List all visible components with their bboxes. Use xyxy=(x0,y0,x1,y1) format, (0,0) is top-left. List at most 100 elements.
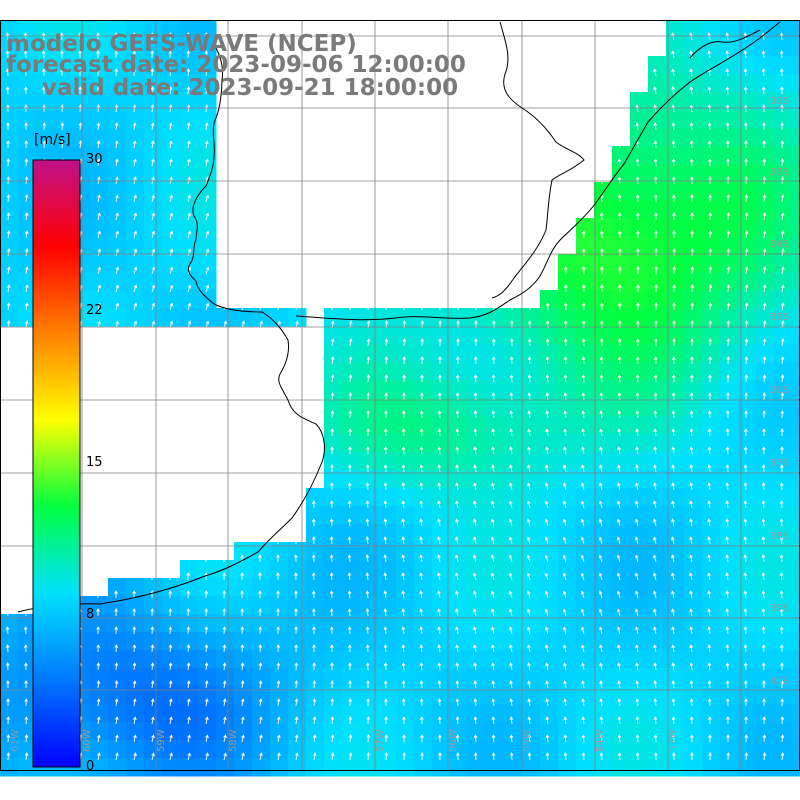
wind-cell xyxy=(648,326,667,345)
wind-cell xyxy=(216,686,235,705)
wind-cell xyxy=(648,704,667,723)
wind-cell xyxy=(774,614,793,633)
wind-arrow xyxy=(527,626,531,635)
wind-arrow xyxy=(96,716,101,725)
wind-arrow xyxy=(545,698,550,707)
wind-arrow xyxy=(437,392,442,401)
wind-arrow xyxy=(455,626,459,635)
wind-cell xyxy=(126,20,145,39)
wind-cell xyxy=(558,308,577,327)
wind-arrow xyxy=(490,572,495,581)
wind-arrow xyxy=(205,248,210,257)
wind-cell xyxy=(648,416,667,435)
wind-cell xyxy=(324,452,343,471)
wind-cell xyxy=(792,218,800,237)
wind-cell xyxy=(306,650,325,669)
wind-cell xyxy=(0,182,19,201)
wind-arrow xyxy=(205,230,210,239)
wind-arrow xyxy=(474,302,478,311)
wind-cell xyxy=(252,740,271,759)
wind-arrow xyxy=(600,284,604,293)
wind-arrow xyxy=(690,734,694,743)
wind-cell xyxy=(108,686,127,705)
wind-arrow xyxy=(384,752,389,761)
wind-arrow xyxy=(295,752,299,761)
wind-cell xyxy=(360,398,379,417)
wind-cell xyxy=(576,344,595,363)
wind-arrow xyxy=(689,536,693,545)
wind-cell xyxy=(720,20,739,39)
wind-arrow xyxy=(150,680,155,689)
wind-cell xyxy=(270,578,289,597)
wind-arrow xyxy=(726,212,731,221)
wind-arrow xyxy=(114,86,119,95)
wind-arrow xyxy=(132,590,136,599)
wind-arrow xyxy=(311,572,316,581)
wind-cell xyxy=(324,434,343,453)
wind-arrow xyxy=(294,698,299,707)
wind-arrow xyxy=(599,698,604,707)
wind-cell xyxy=(270,722,289,741)
wind-cell xyxy=(558,488,577,507)
wind-arrow xyxy=(204,122,209,131)
wind-cell xyxy=(108,20,127,39)
wind-arrow xyxy=(582,284,586,293)
wind-arrow xyxy=(347,482,352,491)
wind-cell xyxy=(792,434,800,453)
wind-cell xyxy=(504,488,523,507)
wind-arrow xyxy=(115,734,119,743)
wind-arrow xyxy=(581,374,586,383)
wind-arrow xyxy=(5,608,10,617)
wind-cell xyxy=(666,686,685,705)
wind-cell xyxy=(396,470,415,489)
wind-arrow xyxy=(24,212,29,221)
wind-arrow xyxy=(598,554,603,563)
wind-cell xyxy=(792,758,800,777)
wind-cell xyxy=(270,596,289,615)
wind-arrow xyxy=(401,428,406,437)
wind-arrow xyxy=(474,338,478,347)
wind-arrow xyxy=(437,410,442,419)
wind-cell xyxy=(396,650,415,669)
wind-arrow xyxy=(780,374,785,383)
wind-cell xyxy=(702,308,721,327)
wind-arrow xyxy=(366,446,370,455)
wind-arrow xyxy=(725,554,729,563)
wind-arrow xyxy=(563,680,567,689)
wind-arrow xyxy=(348,734,353,743)
wind-cell xyxy=(18,614,37,633)
wind-arrow xyxy=(725,590,730,599)
wind-arrow xyxy=(726,716,730,725)
wind-cell xyxy=(90,614,109,633)
wind-arrow xyxy=(24,122,28,131)
wind-cell xyxy=(234,758,253,777)
wind-arrow xyxy=(689,410,694,419)
wind-arrow xyxy=(437,464,442,473)
wind-cell xyxy=(432,722,451,741)
wind-arrow xyxy=(330,644,334,653)
wind-arrow xyxy=(762,734,767,743)
wind-cell xyxy=(432,488,451,507)
wind-arrow xyxy=(169,194,173,203)
wind-arrow xyxy=(6,194,11,203)
wind-arrow xyxy=(779,32,784,41)
wind-cell xyxy=(126,704,145,723)
wind-cell xyxy=(108,38,127,57)
wind-cell xyxy=(756,236,775,255)
wind-arrow xyxy=(312,626,316,635)
wind-arrow xyxy=(168,608,173,617)
wind-cell xyxy=(0,740,19,759)
wind-cell xyxy=(612,236,631,255)
wind-arrow xyxy=(780,698,785,707)
wind-cell xyxy=(252,650,271,669)
wind-cell xyxy=(486,380,505,399)
wind-cell xyxy=(576,434,595,453)
wind-cell xyxy=(720,542,739,561)
wind-arrow xyxy=(348,338,353,347)
wind-cell xyxy=(720,740,739,759)
wind-cell xyxy=(558,524,577,543)
wind-cell xyxy=(198,20,217,39)
wind-arrow xyxy=(186,32,191,41)
wind-arrow xyxy=(726,194,731,203)
wind-arrow xyxy=(491,680,496,689)
